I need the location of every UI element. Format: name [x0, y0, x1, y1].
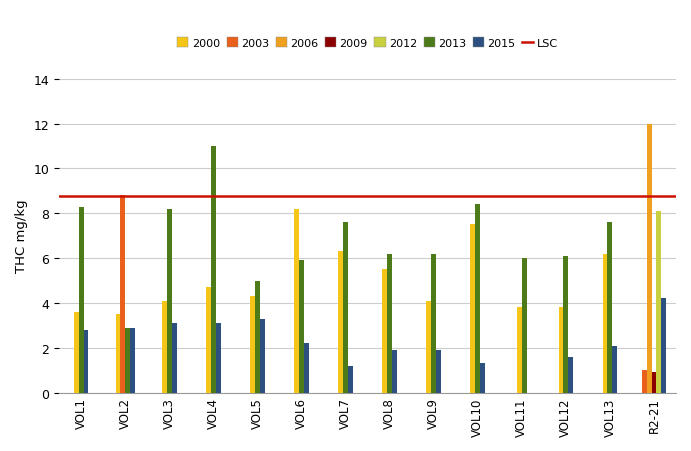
Bar [480, 364, 485, 393]
Bar [517, 308, 522, 393]
Bar [387, 254, 392, 393]
Bar [431, 254, 436, 393]
Bar [250, 297, 255, 393]
Bar [661, 299, 666, 393]
Bar [79, 207, 84, 393]
Legend: 2000, 2003, 2006, 2009, 2012, 2013, 2015, LSC: 2000, 2003, 2006, 2009, 2012, 2013, 2015… [178, 38, 558, 49]
Bar [436, 350, 441, 393]
Bar [656, 212, 661, 393]
Bar [343, 223, 348, 393]
Bar [130, 328, 135, 393]
Bar [607, 223, 612, 393]
Bar [568, 357, 573, 393]
Bar [558, 308, 563, 393]
Bar [392, 350, 397, 393]
Bar [426, 301, 431, 393]
Bar [612, 346, 617, 393]
Bar [172, 323, 177, 393]
Bar [125, 328, 130, 393]
Bar [563, 256, 568, 393]
Bar [642, 370, 647, 393]
Bar [299, 261, 304, 393]
Bar [162, 301, 167, 393]
Bar [471, 225, 475, 393]
Bar [216, 323, 220, 393]
Bar [260, 319, 265, 393]
Bar [211, 147, 216, 393]
Bar [348, 366, 353, 393]
Bar [255, 281, 260, 393]
Bar [603, 254, 607, 393]
Bar [522, 258, 527, 393]
Bar [84, 330, 88, 393]
Bar [167, 209, 172, 393]
Bar [647, 124, 652, 393]
Bar [115, 314, 120, 393]
Bar [206, 288, 211, 393]
Bar [74, 312, 79, 393]
Bar [382, 270, 387, 393]
Bar [652, 373, 656, 393]
Bar [120, 196, 125, 393]
Bar [339, 252, 343, 393]
Bar [475, 205, 480, 393]
Y-axis label: THC mg/kg: THC mg/kg [15, 199, 28, 273]
Bar [304, 344, 309, 393]
Bar [294, 209, 299, 393]
